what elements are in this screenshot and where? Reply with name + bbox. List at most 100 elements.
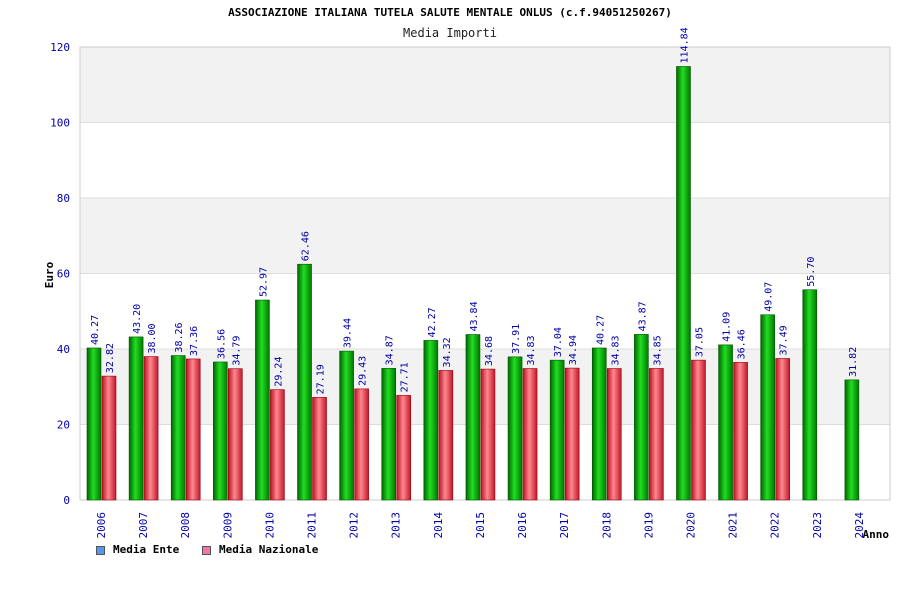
data-label-ente-2015: 43.84 bbox=[469, 301, 480, 331]
x-tick-label-2015: 2015 bbox=[474, 512, 487, 539]
bar-ente-2007 bbox=[128, 336, 144, 501]
data-label-nazionale-2015: 34.68 bbox=[484, 336, 495, 366]
data-label-nazionale-2012: 29.43 bbox=[358, 356, 369, 386]
data-label-nazionale-2010: 29.24 bbox=[273, 357, 284, 387]
x-tick-label-2010: 2010 bbox=[263, 512, 276, 539]
bar-ente-2020 bbox=[676, 66, 691, 501]
y-tick-label: 0 bbox=[63, 494, 70, 507]
data-label-nazionale-2017: 34.94 bbox=[568, 335, 579, 365]
bar-ente-2023 bbox=[802, 289, 818, 501]
x-tick-label-2006: 2006 bbox=[95, 512, 108, 539]
bar-nazionale-2018 bbox=[606, 368, 622, 501]
bar-ente-2018 bbox=[591, 347, 607, 501]
data-label-ente-2019: 43.87 bbox=[637, 301, 648, 331]
bar-nazionale-2009 bbox=[228, 368, 243, 501]
bar-ente-2024 bbox=[844, 379, 860, 501]
x-tick-label-2021: 2021 bbox=[727, 512, 740, 539]
data-label-ente-2016: 37.91 bbox=[511, 324, 522, 354]
x-tick-label-2008: 2008 bbox=[179, 512, 192, 539]
x-tick-label-2009: 2009 bbox=[221, 512, 234, 539]
data-labels: 40.27 32.82 43.20 38.00 38.26 37.36 36.56 34.79… bbox=[90, 27, 859, 394]
x-tick-label-2024: 2024 bbox=[853, 512, 866, 539]
data-label-nazionale-2013: 27.71 bbox=[400, 362, 411, 392]
y-tick-label: 80 bbox=[57, 192, 70, 205]
y-axis: 0 20 40 60 80 100 120 bbox=[50, 41, 70, 507]
legend-label-ente: Media Ente bbox=[113, 543, 180, 556]
legend-swatch-nazionale bbox=[202, 545, 211, 555]
bar-nazionale-2015 bbox=[480, 368, 496, 501]
bar-ente-2011 bbox=[297, 263, 312, 501]
y-tick-label: 40 bbox=[57, 343, 70, 356]
chart-title: ASSOCIAZIONE ITALIANA TUTELA SALUTE MENT… bbox=[228, 6, 672, 19]
data-label-ente-2021: 41.09 bbox=[722, 312, 733, 342]
x-axis: 2006 2007 2008 2009 2010 2011 2012 2013 2014 2015… bbox=[95, 512, 866, 539]
data-label-ente-2020: 114.84 bbox=[679, 27, 690, 63]
y-tick-label: 20 bbox=[57, 419, 70, 432]
bar-ente-2017 bbox=[549, 359, 565, 501]
bar-ente-2022 bbox=[760, 314, 775, 501]
x-tick-label-2023: 2023 bbox=[811, 512, 824, 539]
data-label-ente-2012: 39.44 bbox=[343, 318, 354, 348]
bar-nazionale-2017 bbox=[564, 367, 580, 501]
bar-ente-2021 bbox=[718, 344, 733, 501]
bar-ente-2012 bbox=[339, 350, 354, 501]
bar-nazionale-2014 bbox=[438, 370, 454, 501]
x-tick-label-2012: 2012 bbox=[348, 512, 361, 539]
grid-band bbox=[80, 273, 890, 349]
x-tick-label-2018: 2018 bbox=[600, 512, 613, 539]
data-label-ente-2007: 43.20 bbox=[132, 304, 143, 334]
y-tick-label: 120 bbox=[50, 41, 70, 54]
data-label-ente-2014: 42.27 bbox=[427, 307, 438, 337]
bar-ente-2019 bbox=[634, 334, 649, 501]
bar-ente-2013 bbox=[381, 368, 397, 501]
grid-band bbox=[80, 122, 890, 198]
x-tick-label-2022: 2022 bbox=[769, 512, 782, 539]
data-label-nazionale-2008: 37.36 bbox=[189, 326, 200, 356]
x-tick-label-2017: 2017 bbox=[558, 512, 571, 539]
data-label-ente-2023: 55.70 bbox=[806, 257, 817, 287]
legend-item-ente: Media Ente bbox=[96, 543, 179, 556]
data-label-nazionale-2021: 36.46 bbox=[737, 329, 748, 359]
data-label-nazionale-2020: 37.05 bbox=[694, 327, 705, 357]
bar-nazionale-2006 bbox=[101, 375, 117, 501]
bar-nazionale-2007 bbox=[143, 356, 159, 501]
data-label-nazionale-2006: 32.82 bbox=[105, 343, 116, 373]
bar-nazionale-2016 bbox=[522, 368, 538, 501]
data-label-nazionale-2022: 37.49 bbox=[779, 325, 790, 355]
data-label-nazionale-2009: 34.79 bbox=[231, 336, 242, 366]
legend-label-nazionale: Media Nazionale bbox=[219, 543, 319, 556]
bar-ente-2016 bbox=[507, 356, 523, 501]
bar-nazionale-2019 bbox=[649, 368, 664, 501]
data-label-nazionale-2011: 27.19 bbox=[316, 364, 327, 394]
grid-band bbox=[80, 47, 890, 123]
y-tick-label: 60 bbox=[57, 268, 70, 281]
bar-ente-2009 bbox=[213, 361, 228, 501]
data-label-ente-2013: 34.87 bbox=[385, 335, 396, 365]
bar-ente-2014 bbox=[423, 340, 439, 501]
grid-band bbox=[80, 198, 890, 274]
legend-item-nazionale: Media Nazionale bbox=[202, 543, 318, 556]
data-label-ente-2011: 62.46 bbox=[301, 231, 312, 261]
x-axis-title: Anno bbox=[863, 528, 890, 541]
bar-nazionale-2020 bbox=[691, 359, 706, 501]
chart-subtitle: Media Importi bbox=[403, 26, 497, 40]
bar-nazionale-2012 bbox=[354, 388, 369, 501]
bar-ente-2006 bbox=[86, 347, 102, 501]
bar-ente-2015 bbox=[465, 334, 481, 501]
data-label-ente-2006: 40.27 bbox=[90, 315, 101, 345]
x-tick-label-2016: 2016 bbox=[516, 512, 529, 539]
data-label-nazionale-2016: 34.83 bbox=[526, 335, 537, 365]
data-label-nazionale-2018: 34.83 bbox=[610, 335, 621, 365]
data-label-ente-2008: 38.26 bbox=[174, 322, 185, 352]
data-label-ente-2024: 31.82 bbox=[848, 347, 859, 377]
bar-nazionale-2022 bbox=[775, 358, 790, 501]
data-label-nazionale-2014: 34.32 bbox=[442, 337, 453, 367]
data-label-ente-2018: 40.27 bbox=[595, 315, 606, 345]
bar-nazionale-2010 bbox=[270, 389, 285, 501]
x-tick-label-2011: 2011 bbox=[306, 512, 319, 539]
data-label-nazionale-2019: 34.85 bbox=[652, 335, 663, 365]
x-tick-label-2007: 2007 bbox=[137, 512, 150, 539]
data-label-ente-2022: 49.07 bbox=[764, 282, 775, 312]
bar-nazionale-2011 bbox=[312, 397, 327, 501]
